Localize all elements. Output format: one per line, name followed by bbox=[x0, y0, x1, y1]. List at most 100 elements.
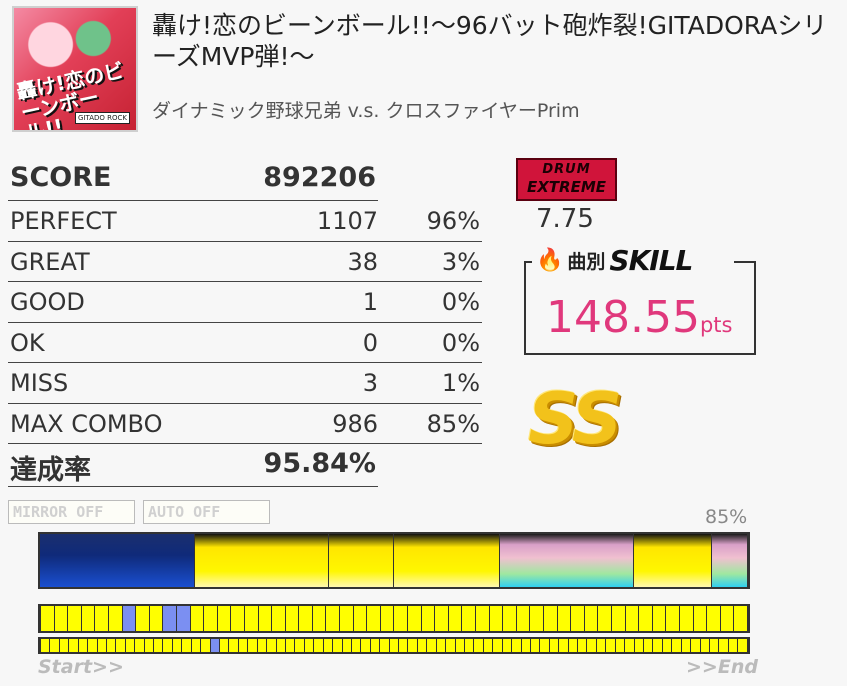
bar-cell bbox=[666, 606, 679, 631]
bar-cell bbox=[483, 639, 493, 652]
mirror-option-badge: MIRROR OFF bbox=[8, 500, 135, 524]
progress-graph bbox=[38, 532, 750, 589]
bar-cell bbox=[399, 639, 408, 652]
skill-header: 🔥 曲別 SKILL bbox=[536, 242, 693, 278]
bar-cell bbox=[125, 639, 135, 652]
judge-label: MISS bbox=[10, 369, 69, 397]
bar-cell bbox=[248, 639, 257, 652]
bar-cell bbox=[653, 639, 662, 652]
bar-cell bbox=[559, 639, 568, 652]
bar-cell bbox=[462, 606, 475, 631]
score-row: SCORE 892206 bbox=[8, 158, 378, 201]
combo-bar bbox=[38, 604, 750, 633]
graph-segment bbox=[633, 534, 712, 587]
judge-percent: 1% bbox=[441, 369, 480, 397]
bar-cell bbox=[285, 606, 299, 631]
bar-cell bbox=[41, 606, 54, 631]
bar-cell bbox=[394, 606, 408, 631]
bar-cell bbox=[182, 639, 191, 652]
bar-cell bbox=[691, 639, 700, 652]
bar-cell bbox=[436, 639, 446, 652]
rank-badge: SS bbox=[528, 378, 622, 460]
bar-cell bbox=[122, 606, 136, 631]
song-title: 轟け!恋のビーンボール!!〜96バット砲炸裂!GITADORAシリーズMVP弾!… bbox=[152, 11, 828, 71]
judge-percent: 96% bbox=[426, 207, 480, 235]
bar-cell bbox=[606, 639, 615, 652]
bar-cell bbox=[476, 606, 489, 631]
bar-cell bbox=[367, 606, 380, 631]
bar-cell bbox=[220, 639, 229, 652]
bar-cell bbox=[662, 639, 672, 652]
bar-cell bbox=[489, 606, 503, 631]
bar-cell bbox=[217, 606, 231, 631]
bar-cell bbox=[361, 639, 370, 652]
fire-icon: 🔥 bbox=[536, 247, 564, 273]
bar-cell bbox=[190, 606, 204, 631]
bar-cell bbox=[448, 606, 462, 631]
achievement-value: 95.84% bbox=[263, 448, 376, 479]
bar-cell bbox=[615, 639, 625, 652]
bar-cell bbox=[700, 639, 709, 652]
judge-count: 3 bbox=[362, 369, 378, 397]
bar-cell bbox=[238, 639, 248, 652]
bar-cell bbox=[326, 606, 340, 631]
difficulty-level: 7.75 bbox=[536, 204, 594, 234]
bar-cell bbox=[299, 606, 312, 631]
bar-cell bbox=[571, 606, 584, 631]
bar-cell bbox=[135, 639, 144, 652]
judge-label: GREAT bbox=[10, 247, 90, 276]
bar-cell bbox=[587, 639, 596, 652]
score-label: SCORE bbox=[10, 162, 112, 193]
graph-segment bbox=[40, 534, 196, 587]
bar-cell bbox=[728, 639, 738, 652]
judge-count: 1 bbox=[362, 288, 378, 316]
graph-segment bbox=[393, 534, 500, 587]
song-jacket: 轟け!恋のビーンボール!! GITADO ROCK bbox=[12, 6, 138, 132]
bar-cell bbox=[446, 639, 455, 652]
bar-cell bbox=[408, 639, 417, 652]
bar-cell bbox=[257, 639, 267, 652]
bar-cell bbox=[323, 639, 333, 652]
judge-label: GOOD bbox=[10, 288, 85, 316]
bar-cell bbox=[314, 639, 323, 652]
judge-label: OK bbox=[10, 328, 45, 357]
bar-cell bbox=[154, 639, 163, 652]
bar-cell bbox=[41, 639, 50, 652]
skill-value: 148.55 bbox=[546, 292, 700, 343]
bar-cell bbox=[342, 639, 351, 652]
bar-cell bbox=[191, 639, 201, 652]
judge-row-perfect: PERFECT 1107 96% bbox=[8, 201, 482, 242]
bar-cell bbox=[738, 639, 747, 652]
bar-cell bbox=[530, 606, 543, 631]
bar-cell bbox=[474, 639, 483, 652]
bar-cell bbox=[652, 606, 666, 631]
bar-cell bbox=[672, 639, 681, 652]
bar-cell bbox=[116, 639, 125, 652]
bar-cell bbox=[435, 606, 448, 631]
bar-cell bbox=[596, 639, 606, 652]
graph-segment bbox=[499, 534, 634, 587]
graph-segment bbox=[711, 534, 748, 587]
graph-segment bbox=[329, 534, 394, 587]
bar-cell bbox=[163, 639, 172, 652]
bar-cell bbox=[380, 639, 389, 652]
judge-percent: 3% bbox=[441, 247, 480, 276]
bar-cell bbox=[201, 639, 210, 652]
bar-cell bbox=[584, 606, 598, 631]
bar-cell bbox=[304, 639, 314, 652]
bar-cell bbox=[370, 639, 380, 652]
difficulty-badge: DRUM EXTREME bbox=[516, 158, 617, 201]
judge-row-ok: OK 0 0% bbox=[8, 323, 482, 363]
bar-cell bbox=[681, 639, 691, 652]
skill-points: 148.55pts bbox=[546, 292, 732, 343]
bar-cell bbox=[709, 639, 719, 652]
difficulty-name: EXTREME bbox=[526, 178, 606, 196]
bar-cell bbox=[634, 639, 643, 652]
bar-cell bbox=[285, 639, 295, 652]
judge-percent: 0% bbox=[441, 288, 480, 316]
bar-cell bbox=[353, 606, 367, 631]
skill-box bbox=[524, 261, 756, 355]
bar-cell bbox=[50, 639, 59, 652]
bar-cell bbox=[68, 606, 81, 631]
bar-cell bbox=[267, 639, 276, 652]
